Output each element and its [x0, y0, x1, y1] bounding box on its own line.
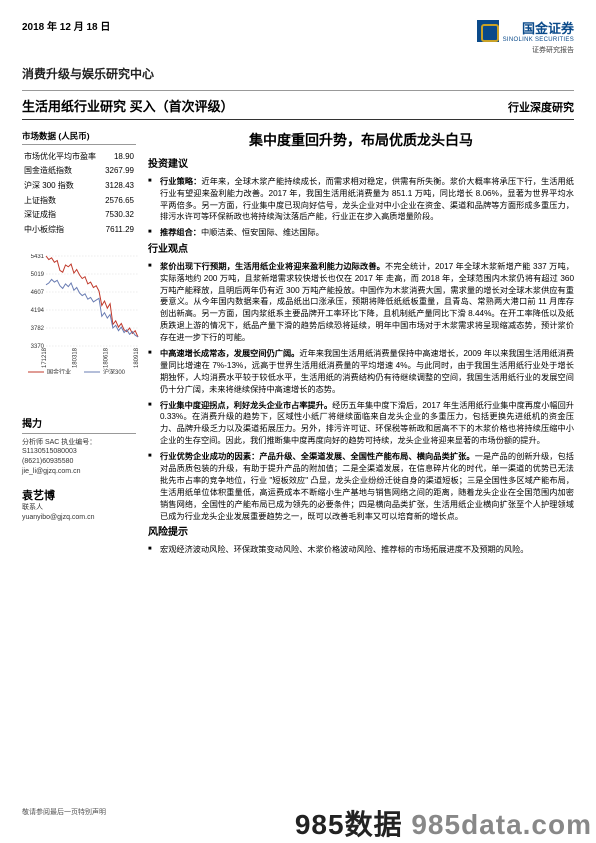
watermark: 985数据 985data.com	[295, 803, 592, 843]
logo-en: SINOLINK SECURITIES	[503, 37, 574, 43]
section-invest-list: 行业策略：近年来，全球木浆产能持续成长，而需求相对稳定，供需有所失衡。浆价大概率…	[148, 176, 574, 239]
analyst-email: jie_li@gjzq.com.cn	[22, 467, 136, 477]
bullet-item: 宏观经济波动风险、环保政策变动风险、木浆价格波动风险、推荐标的市场拓展进度不及预…	[148, 544, 574, 556]
section-view-title: 行业观点	[148, 243, 574, 258]
bullet-item: 行业集中度迎拐点，利好龙头企业市占率提升。经历五年集中度下滑后，2017 年生活…	[148, 400, 574, 448]
bullet-item: 行业策略：近年来，全球木浆产能持续成长，而需求相对稳定，供需有所失衡。浆价大概率…	[148, 176, 574, 224]
svg-text:5431: 5431	[31, 254, 45, 260]
title-right: 行业深度研究	[508, 99, 574, 115]
bullet-item: 推荐组合：中顺洁柔、恒安国际、维达国际。	[148, 227, 574, 239]
report-date: 2018 年 12 月 18 日	[22, 18, 110, 33]
headline: 集中度重回升势，布局优质龙头白马	[148, 130, 574, 150]
index-chart: 5431501946074194378233701712181803181806…	[22, 254, 136, 379]
section-risk-title: 风险提示	[148, 526, 574, 541]
analyst-section-title: 揭力	[22, 415, 136, 434]
svg-text:180918: 180918	[134, 347, 140, 368]
department: 消费升级与娱乐研究中心	[22, 65, 574, 82]
bullet-item: 行业优势企业成功的因素：产品升级、全渠道发展、全国性产能布局、横向品类扩张。一是…	[148, 451, 574, 522]
market-table: 市场优化平均市盈率18.90 国金造纸指数3267.99沪深 300 指数3128…	[22, 148, 136, 238]
contact-label: 联系人	[22, 503, 136, 513]
svg-text:180618: 180618	[103, 347, 109, 368]
market-row: 市场优化平均市盈率18.90	[24, 150, 134, 163]
market-row: 深证成指7530.32	[24, 208, 134, 221]
bullet-item: 浆价出现下行预期，生活用纸企业将迎来盈利能力边际改善。不完全统计，2017 年全…	[148, 261, 574, 344]
bullet-item: 中高速增长成常态，发展空间仍广阔。近年来我国生活用纸消费量保持中高速增长，200…	[148, 348, 574, 396]
section-invest-title: 投资建议	[148, 158, 574, 173]
svg-text:171218: 171218	[42, 347, 48, 368]
logo-block: 国金证券 SINOLINK SECURITIES 证券研究报告	[477, 18, 574, 55]
analyst-phone: (8621)60935580	[22, 457, 136, 467]
market-row: 沪深 300 指数3128.43	[24, 179, 134, 192]
svg-text:国金行业: 国金行业	[47, 368, 71, 374]
market-title: 市场数据 (人民币)	[22, 130, 136, 145]
title-bar: 生活用纸行业研究 买入（首次评级） 行业深度研究	[22, 90, 574, 120]
market-row: 上证指数2576.65	[24, 194, 134, 207]
market-row: 中小板综指7611.29	[24, 223, 134, 236]
section-risk-list: 宏观经济波动风险、环保政策变动风险、木浆价格波动风险、推荐标的市场拓展进度不及预…	[148, 544, 574, 556]
svg-text:4607: 4607	[31, 290, 45, 296]
svg-text:180318: 180318	[73, 347, 79, 368]
svg-text:3782: 3782	[31, 326, 45, 332]
logo-icon	[477, 20, 499, 42]
logo-cn: 国金证券	[503, 18, 574, 37]
logo-sub: 证券研究报告	[477, 45, 574, 55]
author-name: 袁艺博	[22, 487, 136, 503]
svg-text:4194: 4194	[31, 308, 45, 314]
analyst-sac: 分析师 SAC 执业编号：S1130515080003	[22, 438, 136, 458]
svg-text:5019: 5019	[31, 272, 45, 278]
market-row: 国金造纸指数3267.99	[24, 165, 134, 178]
section-view-list: 浆价出现下行预期，生活用纸企业将迎来盈利能力边际改善。不完全统计，2017 年全…	[148, 261, 574, 523]
contact-email: yuanyibo@gjzq.com.cn	[22, 513, 136, 523]
footer-note: 敬请参阅最后一页特别声明	[22, 807, 106, 817]
title-left: 生活用纸行业研究 买入（首次评级）	[22, 96, 234, 115]
